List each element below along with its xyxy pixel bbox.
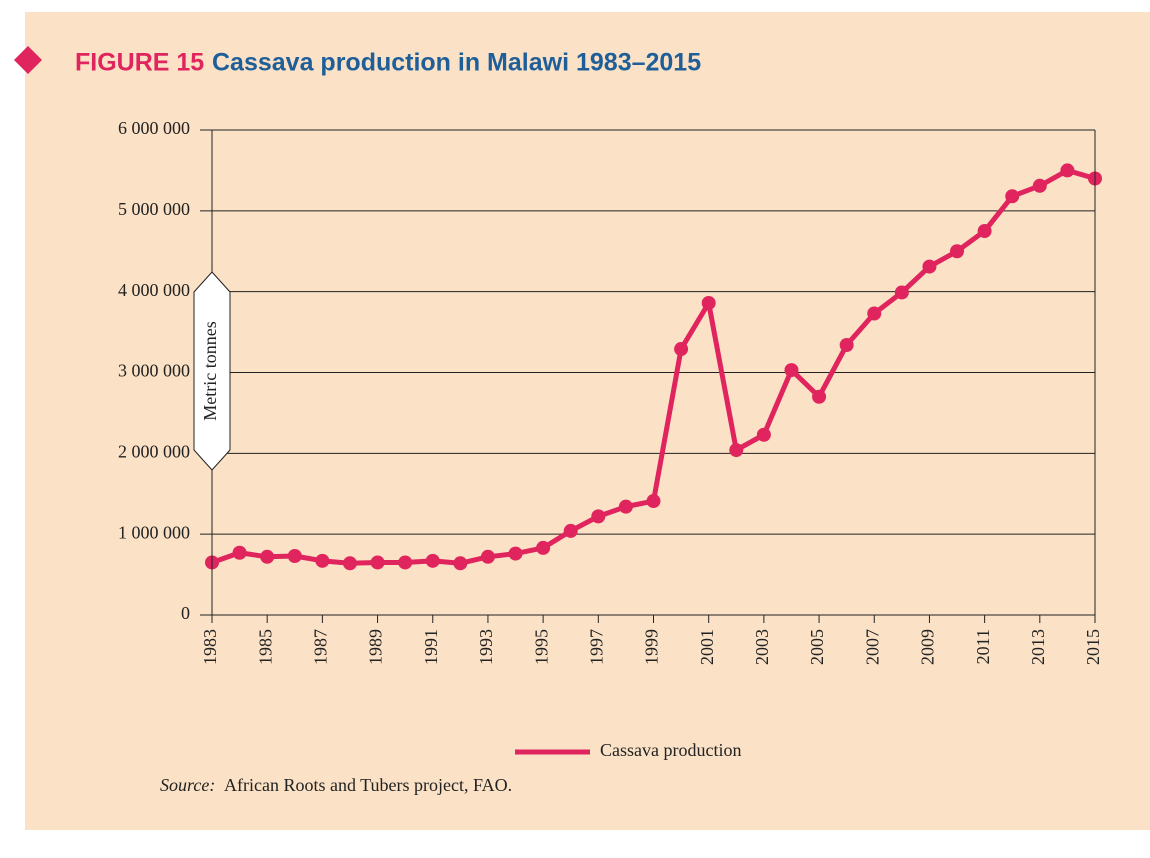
y-tick-label: 5 000 000 xyxy=(118,199,190,219)
data-point xyxy=(563,523,578,538)
data-point xyxy=(729,443,744,458)
x-tick-label: 1989 xyxy=(366,629,386,665)
title-diamond xyxy=(14,46,42,74)
data-point xyxy=(398,555,413,570)
x-tick-label: 1995 xyxy=(531,629,551,665)
data-point xyxy=(674,342,689,357)
data-point xyxy=(1060,163,1075,178)
data-point xyxy=(646,494,661,509)
y-axis-label: Metric tonnes xyxy=(200,321,220,420)
x-tick-label: 1983 xyxy=(200,629,220,665)
data-point xyxy=(812,389,827,404)
x-tick-label: 1991 xyxy=(421,629,441,665)
data-point xyxy=(867,306,882,321)
plot-area: 0 1 000 000 2 000 000 3 000 000 4 000 000 5 0… xyxy=(118,118,1103,760)
source-text: African Roots and Tubers project, FAO. xyxy=(224,775,512,795)
data-point xyxy=(701,295,716,310)
x-tick-label: 2001 xyxy=(697,629,717,665)
data-point xyxy=(287,548,302,563)
y-tick-label: 0 xyxy=(181,603,190,623)
y-tick-label: 1 000 000 xyxy=(118,522,190,542)
data-point xyxy=(315,553,330,568)
x-tick-label: 2015 xyxy=(1083,629,1103,665)
y-label-box xyxy=(193,271,231,471)
x-tick-label: 1997 xyxy=(586,629,606,665)
data-point xyxy=(922,259,937,274)
x-tick-label: 1999 xyxy=(642,629,662,665)
x-tick-label: 2005 xyxy=(807,629,827,665)
data-point xyxy=(536,540,551,555)
data-point xyxy=(784,363,799,378)
data-point xyxy=(591,509,606,524)
data-point xyxy=(950,244,965,259)
y-tick-label: 4 000 000 xyxy=(118,280,190,300)
figure-label: FIGURE 15 xyxy=(75,49,204,77)
chart-title: Cassava production in Malawi 1983–2015 xyxy=(212,49,701,77)
data-point xyxy=(1032,178,1047,193)
x-tick-label: 2007 xyxy=(862,629,882,665)
data-point xyxy=(370,555,385,570)
data-point xyxy=(480,549,495,564)
x-tick-label: 2009 xyxy=(918,629,938,665)
data-point xyxy=(260,549,275,564)
data-point xyxy=(453,556,468,571)
x-tick-label: 1985 xyxy=(255,629,275,665)
data-point xyxy=(618,499,633,514)
y-tick-label: 2 000 000 xyxy=(118,441,190,461)
y-tick-label: 6 000 000 xyxy=(118,118,190,138)
source-label: Source: xyxy=(160,775,215,795)
data-point xyxy=(756,427,771,442)
legend-label: Cassava production xyxy=(600,740,741,760)
x-tick-label: 1993 xyxy=(476,629,496,665)
x-tick-label: 2011 xyxy=(973,629,993,664)
data-point xyxy=(232,545,247,560)
data-point xyxy=(425,553,440,568)
data-point xyxy=(1005,189,1020,204)
data-point xyxy=(342,556,357,571)
y-tick-label: 3 000 000 xyxy=(118,361,190,381)
data-point xyxy=(894,285,909,300)
x-tick-label: 2003 xyxy=(752,629,772,665)
x-tick-label: 2013 xyxy=(1028,629,1048,665)
data-point xyxy=(839,338,854,353)
data-point xyxy=(508,546,523,561)
data-point xyxy=(977,224,992,239)
x-tick-label: 1987 xyxy=(311,629,331,665)
